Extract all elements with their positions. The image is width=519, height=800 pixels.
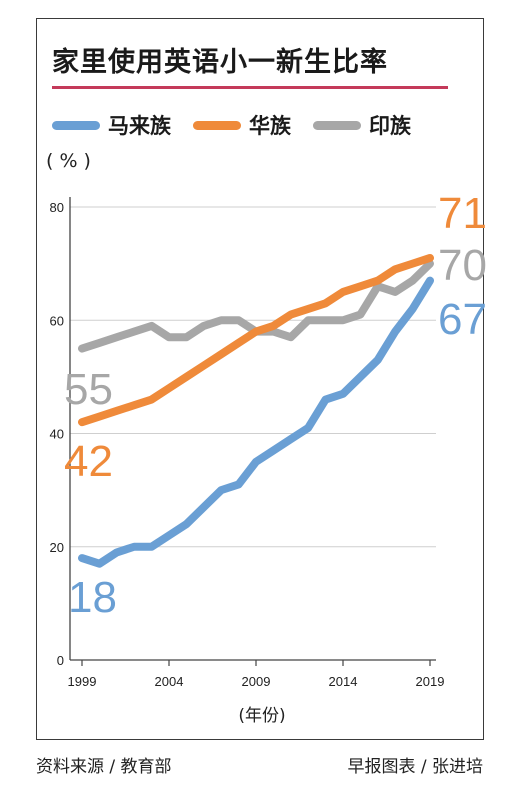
y-tick-label: 80 (50, 200, 64, 215)
legend-label-malay: 马来族 (108, 114, 171, 138)
legend-label-chinese: 华族 (249, 114, 291, 138)
x-axis-label: (年份) (238, 706, 285, 726)
end-value-label-malay: 67 (438, 295, 487, 344)
title-underline (52, 86, 448, 89)
end-value-label-indian: 70 (438, 241, 487, 290)
legend-swatch-indian (313, 120, 361, 130)
credit-note: 早报图表 / 张进培 (347, 757, 483, 777)
legend-swatch-chinese (193, 120, 241, 130)
start-value-label-chinese: 42 (64, 437, 113, 486)
start-value-label-malay: 18 (68, 573, 117, 622)
series-line-malay (78, 276, 434, 568)
legend-item-malay: 马来族 (52, 110, 171, 140)
source-note: 资料来源 / 教育部 (36, 757, 172, 777)
x-tick-label: 2014 (329, 674, 358, 689)
legend-item-chinese: 华族 (193, 110, 291, 140)
y-tick-label: 0 (57, 653, 64, 668)
chart-frame (36, 18, 484, 740)
legend: 马来族 华族 印族 (52, 110, 433, 140)
series-line-chinese (78, 253, 434, 427)
y-tick-label: 20 (50, 540, 64, 555)
x-tick-label: 2004 (155, 674, 184, 689)
legend-swatch-malay (52, 120, 100, 130)
x-tick-label: 2009 (242, 674, 271, 689)
legend-item-indian: 印族 (313, 110, 411, 140)
start-value-label-indian: 55 (64, 365, 113, 414)
y-tick-label: 60 (50, 313, 64, 328)
x-tick-label: 1999 (68, 674, 97, 689)
chart-title: 家里使用英语小一新生比率 (52, 47, 388, 78)
end-value-label-chinese: 71 (438, 189, 487, 238)
y-tick-label: 40 (50, 427, 64, 442)
legend-label-indian: 印族 (369, 114, 411, 138)
x-tick-label: 2019 (416, 674, 445, 689)
y-unit-label: ( % ) (46, 150, 91, 172)
